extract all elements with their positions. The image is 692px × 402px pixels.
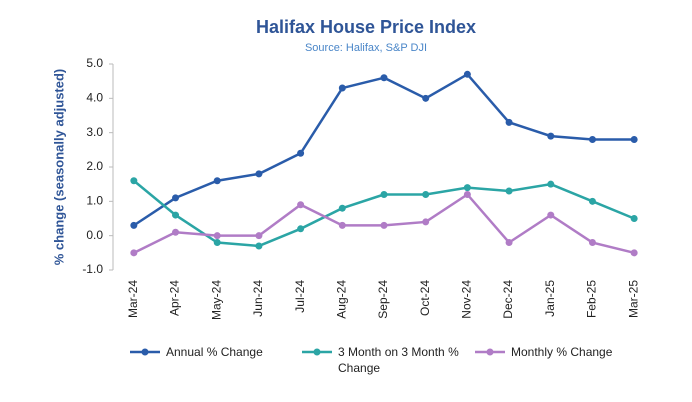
data-point	[422, 218, 430, 226]
data-point	[505, 187, 513, 195]
data-point	[255, 170, 263, 178]
y-axis-title: % change (seasonally adjusted)	[51, 69, 66, 266]
y-tick-label: 5.0	[86, 56, 103, 70]
data-point	[255, 242, 263, 250]
data-point	[463, 70, 471, 78]
data-point	[547, 180, 555, 188]
legend-item: Annual % Change	[128, 344, 290, 360]
data-point	[547, 132, 555, 140]
data-point	[463, 184, 471, 192]
legend-key	[475, 348, 505, 356]
legend-item: 3 Month on 3 Month % Change	[300, 344, 462, 376]
x-tick-label: Feb-25	[585, 280, 599, 318]
legend-marker	[141, 348, 149, 356]
data-point	[255, 232, 263, 240]
data-point	[297, 149, 305, 157]
y-tick-label: 2.0	[86, 159, 103, 173]
data-point	[172, 228, 180, 236]
data-point	[630, 136, 638, 144]
y-tick-label: 3.0	[86, 125, 103, 139]
data-point	[463, 190, 471, 198]
x-tick-label: Dec-24	[501, 280, 515, 319]
chart-title: Halifax House Price Index	[256, 17, 476, 37]
data-point	[422, 94, 430, 102]
x-tick-label: Aug-24	[334, 280, 348, 319]
legend-marker	[313, 348, 321, 356]
data-point	[380, 190, 388, 198]
legend-label: Annual % Change	[166, 345, 263, 359]
legend-key	[130, 348, 160, 356]
legend-marker	[486, 348, 494, 356]
x-tick-label: Mar-24	[126, 280, 140, 318]
data-point	[588, 136, 596, 144]
data-point	[422, 190, 430, 198]
data-point	[130, 177, 138, 185]
data-point	[380, 221, 388, 229]
data-point	[547, 211, 555, 219]
data-point	[588, 197, 596, 205]
x-tick-label: Jul-24	[293, 280, 307, 313]
data-point	[588, 239, 596, 247]
data-point	[630, 215, 638, 222]
legend-item: Monthly % Change	[473, 344, 635, 360]
data-point	[130, 249, 138, 257]
legend-key	[302, 348, 332, 356]
data-point	[338, 84, 346, 92]
data-point	[338, 204, 346, 212]
legend-label: 3 Month on 3 Month % Change	[338, 345, 459, 375]
data-point	[297, 225, 305, 233]
series-line	[133, 72, 635, 227]
data-point	[213, 239, 221, 247]
data-point	[297, 201, 305, 209]
data-point	[505, 239, 513, 247]
x-tick-label: Jan-25	[543, 280, 557, 317]
x-tick-label: Nov-24	[460, 280, 474, 319]
data-point	[172, 194, 180, 202]
chart-subtitle: Source: Halifax, S&P DJI	[305, 42, 427, 54]
x-tick-label: Apr-24	[168, 280, 182, 316]
data-point	[172, 211, 180, 219]
y-tick-label: -1.0	[82, 262, 103, 276]
y-tick-label: 1.0	[86, 194, 103, 208]
data-point	[380, 74, 388, 82]
x-tick-label: Sep-24	[376, 280, 390, 319]
x-tick-label: Mar-25	[626, 280, 640, 318]
data-point	[213, 177, 221, 185]
data-point	[338, 221, 346, 229]
x-tick-label: Oct-24	[418, 280, 432, 316]
x-tick-label: May-24	[209, 280, 223, 320]
data-point	[630, 249, 638, 257]
data-point	[213, 232, 221, 240]
legend: Annual % Change 3 Month on 3 Month % Chan…	[128, 344, 668, 384]
legend-label: Monthly % Change	[511, 345, 613, 359]
y-tick-label: 0.0	[86, 228, 103, 242]
data-point	[130, 221, 138, 229]
x-tick-label: Jun-24	[251, 280, 265, 317]
data-point	[505, 118, 513, 126]
y-tick-label: 4.0	[86, 91, 103, 105]
